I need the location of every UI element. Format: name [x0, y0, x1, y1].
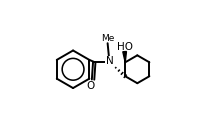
Text: N: N — [106, 56, 113, 66]
Text: HO: HO — [117, 42, 133, 52]
Polygon shape — [123, 52, 126, 62]
Text: O: O — [87, 81, 95, 91]
Text: Me: Me — [101, 34, 114, 43]
